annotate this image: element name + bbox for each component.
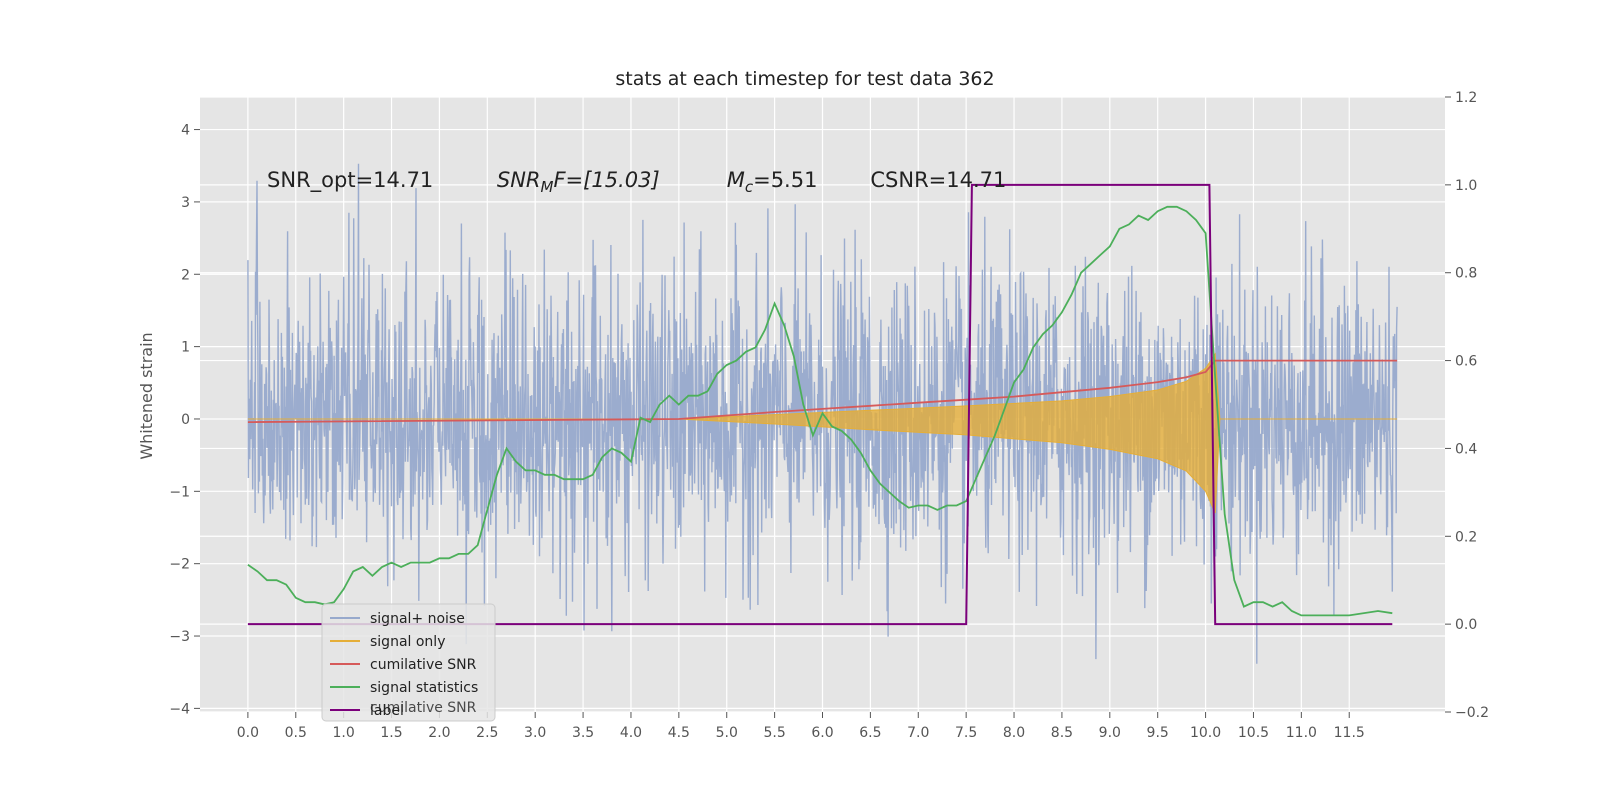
annotation-math-sub: c — [745, 178, 754, 196]
legend-ghost-text: cumilative SNR — [370, 700, 477, 716]
x-tick-label: 0.0 — [237, 725, 259, 741]
y-tick-label: −4 — [169, 701, 190, 717]
y-tick-label: −3 — [169, 629, 190, 645]
x-tick-label: 4.5 — [668, 725, 690, 741]
annotation-2: Mc=5.51 — [727, 168, 818, 196]
annotation-rest: =5.51 — [753, 168, 817, 192]
y-tick-label: 4 — [181, 123, 190, 139]
x-tick-label: 11.0 — [1286, 725, 1317, 741]
y-tick-label: 3 — [181, 195, 190, 211]
x-tick-label: 7.0 — [907, 725, 929, 741]
x-tick-label: 1.0 — [333, 725, 355, 741]
x-tick-label: 1.5 — [380, 725, 402, 741]
annotation-math-base: SNR — [497, 168, 541, 192]
legend-entry: label — [370, 703, 404, 719]
x-tick-label: 8.5 — [1051, 725, 1073, 741]
x-tick-label: 2.5 — [476, 725, 498, 741]
x-tick-label: 7.5 — [955, 725, 977, 741]
series-group — [247, 163, 1398, 664]
plot-area: −4 −3 −2 −1 0 1 2 3 4 −0.2 0.0 0.2 0.4 0.6 0.8 1.0 1.2 0.… — [169, 90, 1489, 741]
legend-box — [321, 603, 496, 722]
y-tick-label: 2 — [181, 267, 190, 283]
series-label — [247, 183, 1393, 626]
y2-tick-label: 0.4 — [1455, 441, 1477, 457]
y-tick-label: 1 — [181, 340, 190, 356]
y2-tick-label: 0.8 — [1455, 266, 1477, 282]
y-tick-label: 0 — [181, 412, 190, 428]
y2-tick-label: 0.6 — [1455, 354, 1477, 370]
x-tick-label: 3.0 — [524, 725, 546, 741]
x-tick-label: 5.5 — [763, 725, 785, 741]
y2-tick-label: 0.0 — [1455, 617, 1477, 633]
x-tick-label: 0.5 — [285, 725, 307, 741]
x-tick-label: 11.5 — [1334, 725, 1365, 741]
y-axis-label: Whitened strain — [137, 332, 156, 459]
annotation-0: SNR_opt=14.71 — [267, 168, 433, 193]
x-tick-label: 4.0 — [620, 725, 642, 741]
annotation-1: SNRMF=[15.03] — [497, 168, 660, 196]
y2-tick-label: 0.2 — [1455, 529, 1477, 545]
x-tick-label: 10.5 — [1238, 725, 1269, 741]
y2-tick-label: −0.2 — [1455, 705, 1489, 721]
series-cumulative-snr — [247, 359, 1398, 423]
y2-tick-label: 1.0 — [1455, 178, 1477, 194]
x-tick-label: 6.5 — [859, 725, 881, 741]
series-signal-noise — [247, 163, 1398, 664]
x-tick-label: 8.0 — [1003, 725, 1025, 741]
legend-entry: signal statistics — [370, 680, 478, 696]
x-tick-label: 6.0 — [811, 725, 833, 741]
y2-tick-label: 1.2 — [1455, 90, 1477, 106]
series-signal-statistics — [247, 205, 1393, 617]
x-tick-label: 5.0 — [716, 725, 738, 741]
y-tick-label: −2 — [169, 557, 190, 573]
annotation-math-base: M — [727, 168, 745, 192]
legend-entry: signal only — [370, 634, 445, 650]
series-signal-only — [247, 352, 1398, 514]
x-tick-label: 10.0 — [1190, 725, 1221, 741]
x-tick-label: 9.5 — [1147, 725, 1169, 741]
x-tick-label: 9.0 — [1099, 725, 1121, 741]
annotation-3: CSNR=14.71 — [870, 168, 1006, 192]
x-tick-label: 2.0 — [428, 725, 450, 741]
legend-entry: signal+ noise — [370, 611, 465, 627]
x-tick-label: 3.5 — [572, 725, 594, 741]
y-tick-label: −1 — [169, 484, 190, 500]
chart-title: stats at each timestep for test data 362 — [615, 68, 994, 90]
annotation-rest: F=[15.03] — [553, 168, 659, 192]
annotation-math-sub: M — [541, 178, 554, 196]
legend-entry: cumilative SNR — [370, 657, 477, 673]
